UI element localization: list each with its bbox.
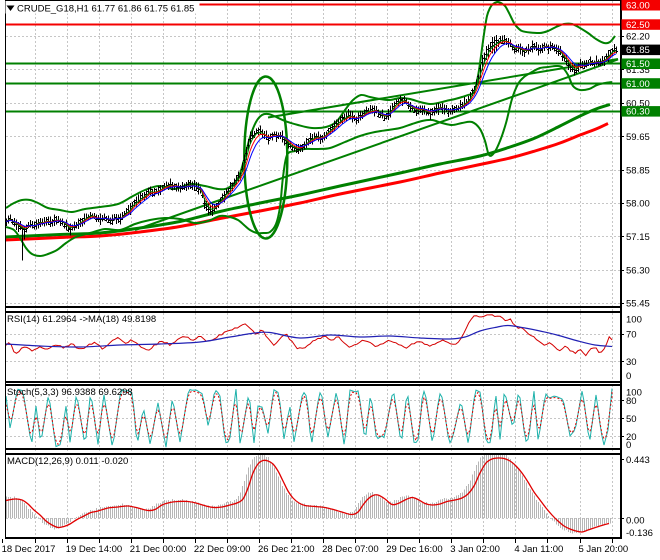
svg-text:22 Dec 09:00: 22 Dec 09:00 — [194, 544, 251, 555]
svg-text:Stoch(5,3,3) 96.9388 69.6298: Stoch(5,3,3) 96.9388 69.6298 — [7, 387, 133, 398]
svg-text:50: 50 — [626, 414, 637, 425]
svg-text:19 Dec 14:00: 19 Dec 14:00 — [66, 544, 123, 555]
svg-text:61.00: 61.00 — [626, 79, 650, 90]
svg-text:21 Dec 00:00: 21 Dec 00:00 — [130, 544, 187, 555]
svg-text:61.85: 61.85 — [626, 45, 650, 56]
svg-text:100: 100 — [626, 387, 642, 398]
svg-text:26 Dec 21:00: 26 Dec 21:00 — [258, 544, 315, 555]
svg-text:18 Dec 2017: 18 Dec 2017 — [2, 544, 56, 555]
svg-text:56.30: 56.30 — [626, 265, 650, 276]
svg-text:59.65: 59.65 — [626, 132, 650, 143]
svg-text:58.85: 58.85 — [626, 165, 650, 176]
svg-text:62.50: 62.50 — [626, 20, 650, 31]
svg-text:57.15: 57.15 — [626, 232, 650, 243]
svg-text:28 Dec 07:00: 28 Dec 07:00 — [322, 544, 379, 555]
svg-text:55.45: 55.45 — [626, 298, 650, 309]
svg-text:MACD(12,26,9) 0.011 -0.020: MACD(12,26,9) 0.011 -0.020 — [7, 456, 128, 467]
svg-text:0: 0 — [626, 371, 631, 382]
svg-text:3 Jan 02:00: 3 Jan 02:00 — [450, 544, 500, 555]
svg-text:70: 70 — [626, 329, 637, 340]
svg-text:4 Jan 11:00: 4 Jan 11:00 — [514, 544, 563, 555]
svg-text:29 Dec 16:00: 29 Dec 16:00 — [386, 544, 443, 555]
svg-text:0.00: 0.00 — [626, 515, 645, 526]
svg-text:61.50: 61.50 — [626, 59, 650, 70]
svg-text:RSI(14) 61.2964 ->MA(18) 49.8: RSI(14) 61.2964 ->MA(18) 49.8198 — [7, 314, 156, 325]
svg-text:20: 20 — [626, 432, 637, 443]
svg-text:-0.136: -0.136 — [626, 528, 653, 539]
svg-text:60.30: 60.30 — [626, 107, 650, 118]
svg-text:0: 0 — [626, 440, 631, 451]
svg-text:61.35: 61.35 — [626, 65, 650, 76]
svg-text:0.443: 0.443 — [626, 455, 650, 466]
svg-text:60.50: 60.50 — [626, 98, 650, 109]
svg-text:5 Jan 20:00: 5 Jan 20:00 — [579, 544, 629, 555]
svg-text:30: 30 — [626, 357, 637, 368]
svg-text:100: 100 — [626, 314, 642, 325]
svg-text:CRUDE_G18,H1 61.77 61.86 61.7: CRUDE_G18,H1 61.77 61.86 61.75 61.85 — [17, 4, 194, 15]
svg-text:80: 80 — [626, 396, 637, 407]
svg-text:58.00: 58.00 — [626, 198, 650, 209]
svg-text:63.00: 63.00 — [626, 1, 650, 12]
svg-text:62.20: 62.20 — [626, 31, 650, 42]
